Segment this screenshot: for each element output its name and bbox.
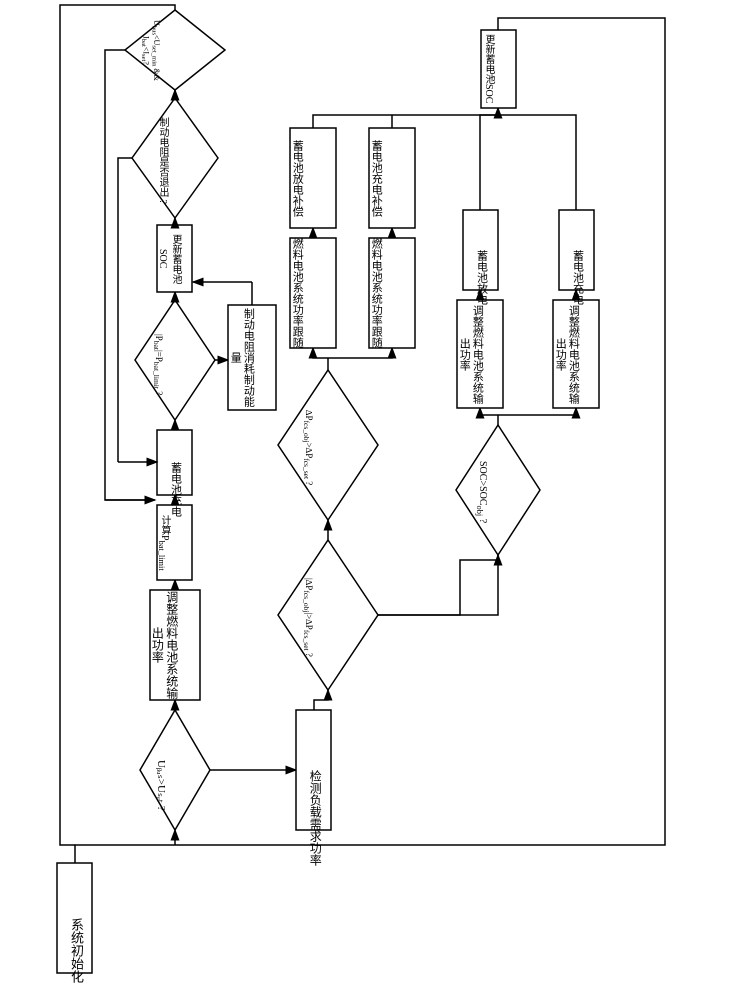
- label-adj-fcs-1: 调整燃料电池系统输出功率: [150, 590, 179, 700]
- label-brake-res: 制动电阻消耗制动能量: [228, 305, 254, 410]
- label-dpfcs2: ∆Pfcs_obj>∆Pfcs_set ?: [302, 410, 314, 485]
- label-update-soc-2: 更新蓄电池SOC: [481, 34, 496, 103]
- label-dpfcs: |∆Pfcs_obj|>∆Pfcs_set ?: [302, 578, 314, 657]
- label-bat-charge-1: 蓄电池充电: [169, 462, 182, 517]
- flowchart-canvas: 系统初始化 Uᵦᵤₛ>Uₛₑₜ ? 调整燃料电池系统输出功率 计算Pbat_li…: [0, 0, 747, 1000]
- label-brake-exit: 制动电阻是否退出 ?: [155, 108, 170, 213]
- label-fcs-follow-1: 燃料电池系统功率跟随: [290, 238, 303, 348]
- label-detect-load: 检测负载需求功率: [308, 769, 322, 866]
- label-bat-chg-3: 蓄电池充电: [571, 250, 584, 305]
- label-update-soc-1: 更新蓄电池SOC: [157, 225, 183, 292]
- label-init: 系统初始化: [69, 918, 84, 984]
- label-bat-disc-comp: 蓄电池放电补偿: [290, 128, 303, 228]
- label-pbat-decision: |Pbat|=Pbat_limit ?: [152, 334, 164, 395]
- label-calc-pbat: 计算Pbat_limit: [157, 515, 172, 571]
- label-soc: SOC>SOCobj ?: [475, 461, 488, 523]
- label-fcs-follow-2: 燃料电池系统功率跟随: [369, 238, 382, 348]
- label-ubus-min: Ubus<Uset_min && Ibat<Iset?: [140, 18, 161, 83]
- label-bat-disc-2: 蓄电池放电: [475, 250, 488, 305]
- label-adj-fcs-2: 调整燃料电池系统输出功率: [457, 300, 483, 408]
- label-ubus: Uᵦᵤₛ>Uₛₑₜ ?: [155, 725, 168, 845]
- label-adj-fcs-3: 调整燃料电池系统输出功率: [553, 300, 579, 408]
- label-bat-chg-comp: 蓄电池充电补偿: [369, 128, 382, 228]
